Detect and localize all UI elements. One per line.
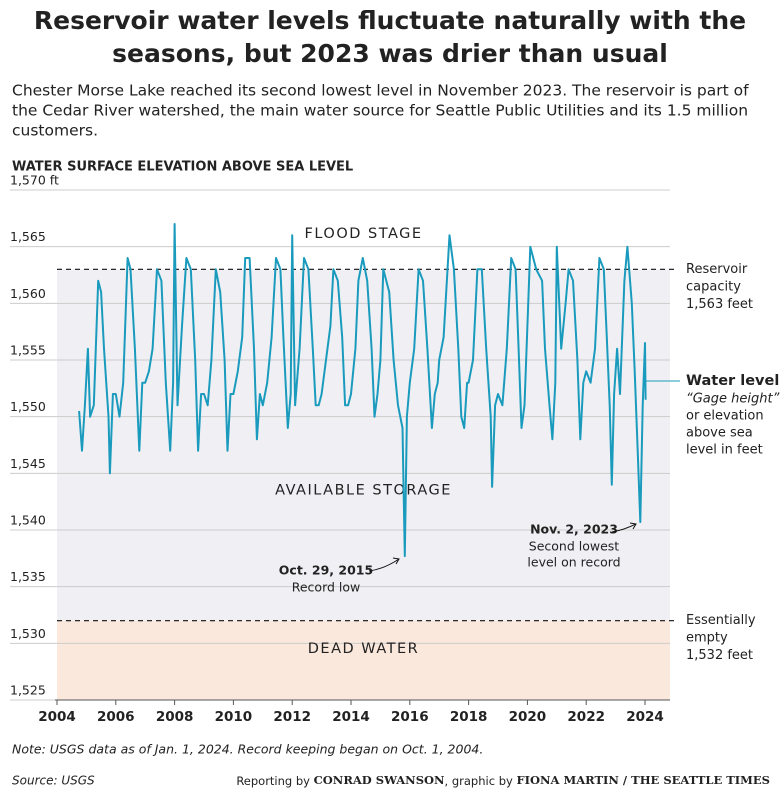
source: Source: USGS	[12, 774, 95, 788]
y-tick-label: 1,525	[10, 683, 46, 698]
annotation-arrow	[368, 558, 400, 572]
subtitle: Chester Morse Lake reached its second lo…	[12, 82, 749, 100]
reference-label: Essentially	[686, 613, 756, 628]
x-tick-label: 2022	[567, 709, 605, 725]
reference-label: Reservoir	[686, 262, 748, 277]
annotation-text: Record low	[292, 580, 361, 595]
credit-part: FIONA MARTIN / THE SEATTLE TIMES	[516, 773, 770, 787]
credit: Reporting by CONRAD SWANSON, graphic by …	[236, 773, 770, 788]
subtitle: customers.	[12, 122, 98, 140]
y-tick-label: 1,565	[10, 229, 46, 244]
y-tick-label: 1,555	[10, 343, 46, 358]
note: Note: USGS data as of Jan. 1, 2024. Reco…	[12, 742, 483, 757]
x-tick-label: 2012	[273, 709, 311, 725]
legend-description: “Gage height”	[686, 392, 780, 407]
annotation-title: Oct. 29, 2015	[279, 563, 373, 578]
legend-label: Water level	[686, 373, 779, 389]
x-tick-label: 2014	[332, 709, 370, 725]
x-tick-label: 2006	[97, 709, 135, 725]
y-tick-label: 1,540	[10, 513, 46, 528]
x-tick-label: 2020	[509, 709, 547, 725]
annotation-text: Second lowest	[529, 539, 620, 554]
annotation-title: Nov. 2, 2023	[530, 522, 618, 537]
reference-label: 1,532 feet	[686, 648, 753, 663]
region-label: AVAILABLE STORAGE	[275, 482, 452, 498]
annotation-arrowhead	[392, 557, 400, 565]
x-tick-label: 2018	[450, 709, 488, 725]
credit-part: , graphic by	[445, 774, 517, 788]
legend-description: level in feet	[686, 443, 763, 458]
y-tick-label: 1,530	[10, 626, 46, 641]
x-tick-label: 2008	[156, 709, 194, 725]
x-tick-label: 2010	[215, 709, 253, 725]
axis-title: WATER SURFACE ELEVATION ABOVE SEA LEVEL	[12, 160, 353, 175]
x-tick-label: 2024	[626, 709, 664, 725]
legend-description: or elevation	[686, 409, 764, 424]
data-line	[78, 223, 647, 558]
dead-band	[57, 620, 670, 700]
annotation-text: level on record	[527, 555, 620, 570]
y-tick-label: 1,535	[10, 569, 46, 584]
subtitle: the Cedar River watershed, the main wate…	[12, 102, 748, 120]
x-tick-label: 2004	[38, 709, 76, 725]
reference-label: capacity	[686, 279, 741, 294]
storage-band	[57, 269, 670, 621]
reference-label: empty	[686, 631, 728, 646]
y-tick-label: 1,545	[10, 456, 46, 471]
reference-label: 1,563 feet	[686, 297, 753, 312]
y-tick-label: 1,560	[10, 286, 46, 301]
chart-title: Reservoir water levels fluctuate natural…	[34, 6, 746, 35]
y-tick-label: 1,570 ft	[10, 173, 59, 188]
chart-title: seasons, but 2023 was drier than usual	[112, 39, 668, 68]
annotation-arrowhead	[629, 522, 637, 530]
legend-description: above sea	[686, 426, 753, 441]
credit-part: Reporting by	[236, 774, 313, 788]
y-tick-label: 1,550	[10, 399, 46, 414]
region-label: DEAD WATER	[308, 641, 419, 657]
region-label: FLOOD STAGE	[305, 226, 423, 242]
annotation-arrow	[611, 523, 637, 533]
x-tick-label: 2016	[391, 709, 429, 725]
credit-part: CONRAD SWANSON	[314, 773, 445, 787]
